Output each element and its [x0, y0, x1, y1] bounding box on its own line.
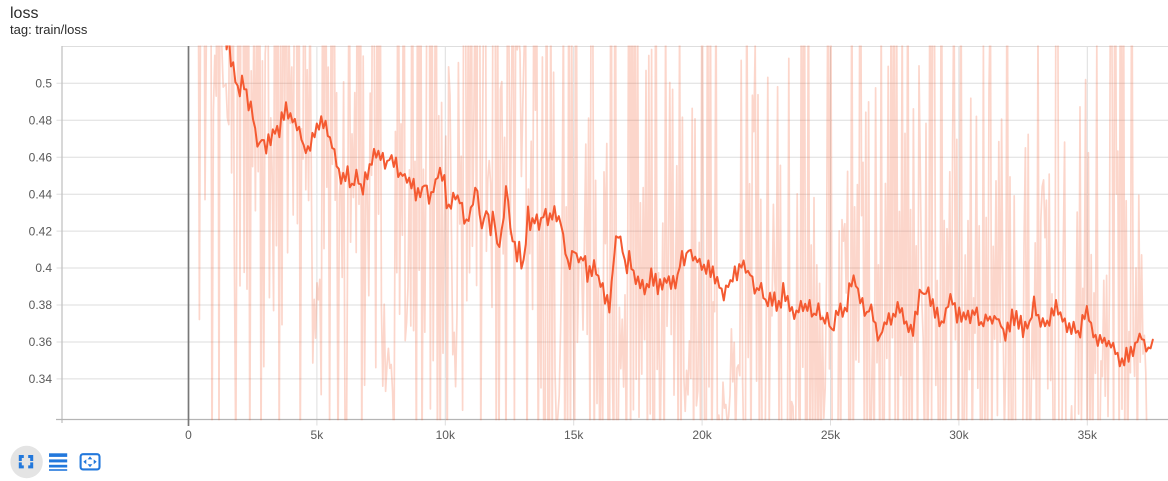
svg-text:30k: 30k: [949, 428, 969, 442]
svg-text:0.48: 0.48: [29, 114, 53, 128]
svg-text:15k: 15k: [564, 428, 584, 442]
svg-text:0.36: 0.36: [29, 335, 53, 349]
svg-text:0.44: 0.44: [29, 187, 53, 201]
svg-text:25k: 25k: [821, 428, 841, 442]
svg-text:5k: 5k: [311, 428, 325, 442]
svg-text:0.5: 0.5: [35, 77, 52, 91]
svg-text:10k: 10k: [436, 428, 456, 442]
svg-text:0.46: 0.46: [29, 150, 53, 164]
svg-text:35k: 35k: [1078, 428, 1098, 442]
svg-text:0.38: 0.38: [29, 298, 53, 312]
svg-text:0: 0: [185, 428, 192, 442]
svg-text:20k: 20k: [692, 428, 712, 442]
svg-text:0.34: 0.34: [29, 372, 53, 386]
svg-text:0.42: 0.42: [29, 224, 53, 238]
svg-text:0.4: 0.4: [35, 261, 52, 275]
